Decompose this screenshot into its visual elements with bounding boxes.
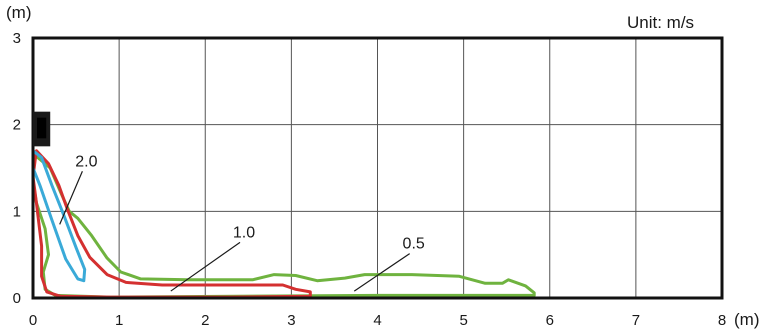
x-tick-label: 6: [546, 312, 554, 329]
x-axis-label: (m): [734, 310, 759, 329]
plot-frame: [31, 36, 724, 300]
label-pointers: [59, 171, 411, 292]
y-tick-label: 0: [13, 290, 21, 307]
contour-label-pointer: [353, 253, 411, 292]
contour-label: 2.0: [75, 153, 97, 170]
contour-label: 1.0: [233, 224, 255, 241]
y-tick-label: 2: [13, 117, 21, 134]
outlet-block: [33, 111, 51, 147]
unit-note: Unit: m/s: [627, 13, 694, 32]
x-tick-labels: 0 1 2 3 4 5 6 7 8: [29, 312, 726, 329]
x-tick-label: 7: [632, 312, 640, 329]
contour-2-0: [31, 149, 87, 283]
grid-lines: [33, 38, 722, 298]
contour-label: 0.5: [403, 236, 425, 253]
contour-label-pointer: [59, 171, 83, 225]
contour-label-pointer: [170, 241, 241, 292]
x-tick-label: 0: [29, 312, 37, 329]
x-tick-label: 5: [459, 312, 467, 329]
contour-labels: 2.0 1.0 0.5: [75, 153, 425, 252]
x-tick-label: 8: [718, 312, 726, 329]
x-tick-label: 4: [373, 312, 381, 329]
x-tick-label: 1: [115, 312, 123, 329]
contour-lines: [31, 149, 536, 299]
y-tick-label: 3: [13, 30, 21, 47]
y-tick-labels: 0 1 2 3: [13, 30, 21, 307]
y-axis-label: (m): [6, 3, 31, 22]
x-tick-label: 3: [287, 312, 295, 329]
y-tick-label: 1: [13, 203, 21, 220]
outlet-opening: [37, 117, 47, 139]
contour-1-0: [31, 149, 312, 299]
x-tick-label: 2: [201, 312, 209, 329]
